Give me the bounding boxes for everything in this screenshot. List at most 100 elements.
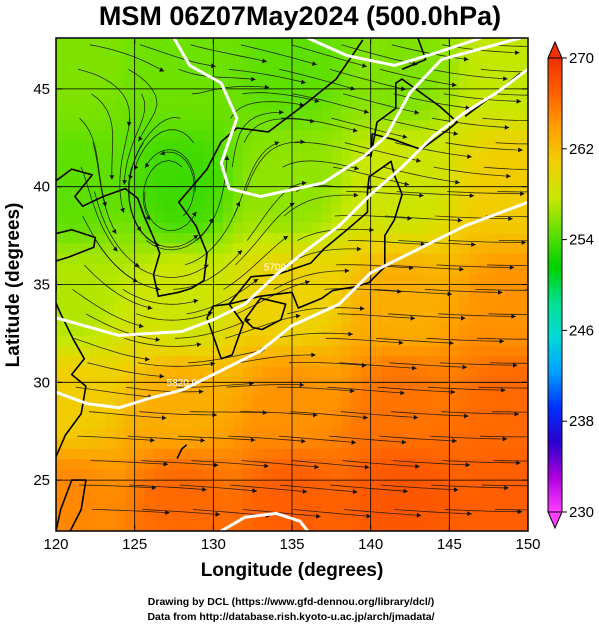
field-cell xyxy=(144,284,155,296)
field-cell xyxy=(134,99,146,111)
field-cell xyxy=(56,79,67,90)
x-tick-label: 135 xyxy=(279,536,304,553)
field-cell xyxy=(282,397,293,409)
field-cell xyxy=(203,479,214,491)
field-cell xyxy=(301,192,313,203)
streamline xyxy=(441,411,520,415)
field-cell xyxy=(193,150,205,162)
field-cell xyxy=(331,140,342,152)
field-cell xyxy=(115,161,126,173)
field-cell xyxy=(105,479,116,491)
field-cell xyxy=(429,428,441,440)
field-cell xyxy=(478,500,490,512)
field-cell xyxy=(488,407,500,419)
field-cell xyxy=(252,68,264,80)
field-cell xyxy=(134,274,146,286)
field-cell xyxy=(95,387,106,399)
field-cell xyxy=(469,448,480,460)
field-cell xyxy=(134,346,146,357)
field-cell xyxy=(429,274,441,286)
field-cell xyxy=(508,315,519,327)
field-cell xyxy=(292,38,303,49)
streamline xyxy=(392,460,471,466)
streamline-arrow xyxy=(517,509,523,515)
field-cell xyxy=(439,315,450,327)
field-cell xyxy=(400,58,411,70)
streamline xyxy=(444,509,523,513)
field-cell xyxy=(321,130,332,142)
field-cell xyxy=(498,356,509,368)
colorbar-tick-label: 246 xyxy=(569,322,594,339)
field-cell xyxy=(400,305,411,316)
streamline xyxy=(482,117,528,122)
field-cell xyxy=(449,397,460,409)
field-cell xyxy=(75,222,87,234)
field-cell xyxy=(478,294,490,306)
field-cell xyxy=(213,335,224,347)
field-cell xyxy=(331,448,342,460)
field-cell xyxy=(252,222,264,234)
field-cell xyxy=(390,150,401,162)
field-cell xyxy=(469,356,480,368)
field-cell xyxy=(65,438,77,450)
field-cell xyxy=(124,418,136,429)
field-cell xyxy=(301,48,313,60)
field-cell xyxy=(292,68,303,80)
field-cell xyxy=(105,192,116,203)
field-cell xyxy=(429,520,441,531)
streamline xyxy=(439,362,518,366)
field-cell xyxy=(469,366,480,378)
field-cell xyxy=(203,89,214,101)
field-cell xyxy=(370,438,382,450)
field-cell xyxy=(498,109,509,121)
field-cell xyxy=(144,202,155,214)
field-cell xyxy=(193,181,205,193)
field-cell xyxy=(223,192,234,203)
field-cell xyxy=(213,469,224,481)
field-cell xyxy=(174,366,185,378)
field-cell xyxy=(390,305,401,316)
field-cell xyxy=(252,192,264,203)
field-cell xyxy=(65,387,77,399)
field-cell xyxy=(380,222,391,234)
field-cell xyxy=(183,294,195,306)
field-cell xyxy=(360,161,372,173)
streamline xyxy=(188,349,265,364)
streamline-arrow xyxy=(301,438,306,444)
field-cell xyxy=(262,407,273,419)
field-cell xyxy=(370,150,382,162)
field-cell xyxy=(56,109,67,121)
streamline-arrow xyxy=(462,364,467,370)
streamline-arrow xyxy=(521,240,527,245)
field-cell xyxy=(410,171,421,183)
streamline-arrow xyxy=(465,105,471,111)
field-cell xyxy=(370,459,382,470)
field-cell xyxy=(321,58,332,70)
field-cell xyxy=(469,48,480,60)
field-cell xyxy=(439,469,450,481)
field-cell xyxy=(439,346,450,357)
field-cell xyxy=(183,459,195,470)
field-cell xyxy=(459,346,470,357)
streamline xyxy=(293,509,371,517)
field-cell xyxy=(311,202,323,214)
field-cell xyxy=(56,459,67,470)
field-cell xyxy=(134,38,146,49)
field-cell xyxy=(360,428,372,440)
field-cell xyxy=(439,387,450,399)
field-cell xyxy=(459,99,470,111)
streamline-arrow xyxy=(262,410,268,415)
field-cell xyxy=(65,222,77,234)
field-cell xyxy=(95,171,106,183)
field-cell xyxy=(115,212,126,224)
streamline xyxy=(497,191,528,193)
field-cell xyxy=(65,161,77,173)
field-cell xyxy=(252,407,264,419)
field-cell xyxy=(105,58,116,70)
field-cell xyxy=(400,520,411,531)
field-cell xyxy=(65,520,77,531)
streamline xyxy=(273,270,350,290)
field-cell xyxy=(164,305,175,316)
field-cell xyxy=(498,150,509,162)
streamline xyxy=(446,191,525,195)
